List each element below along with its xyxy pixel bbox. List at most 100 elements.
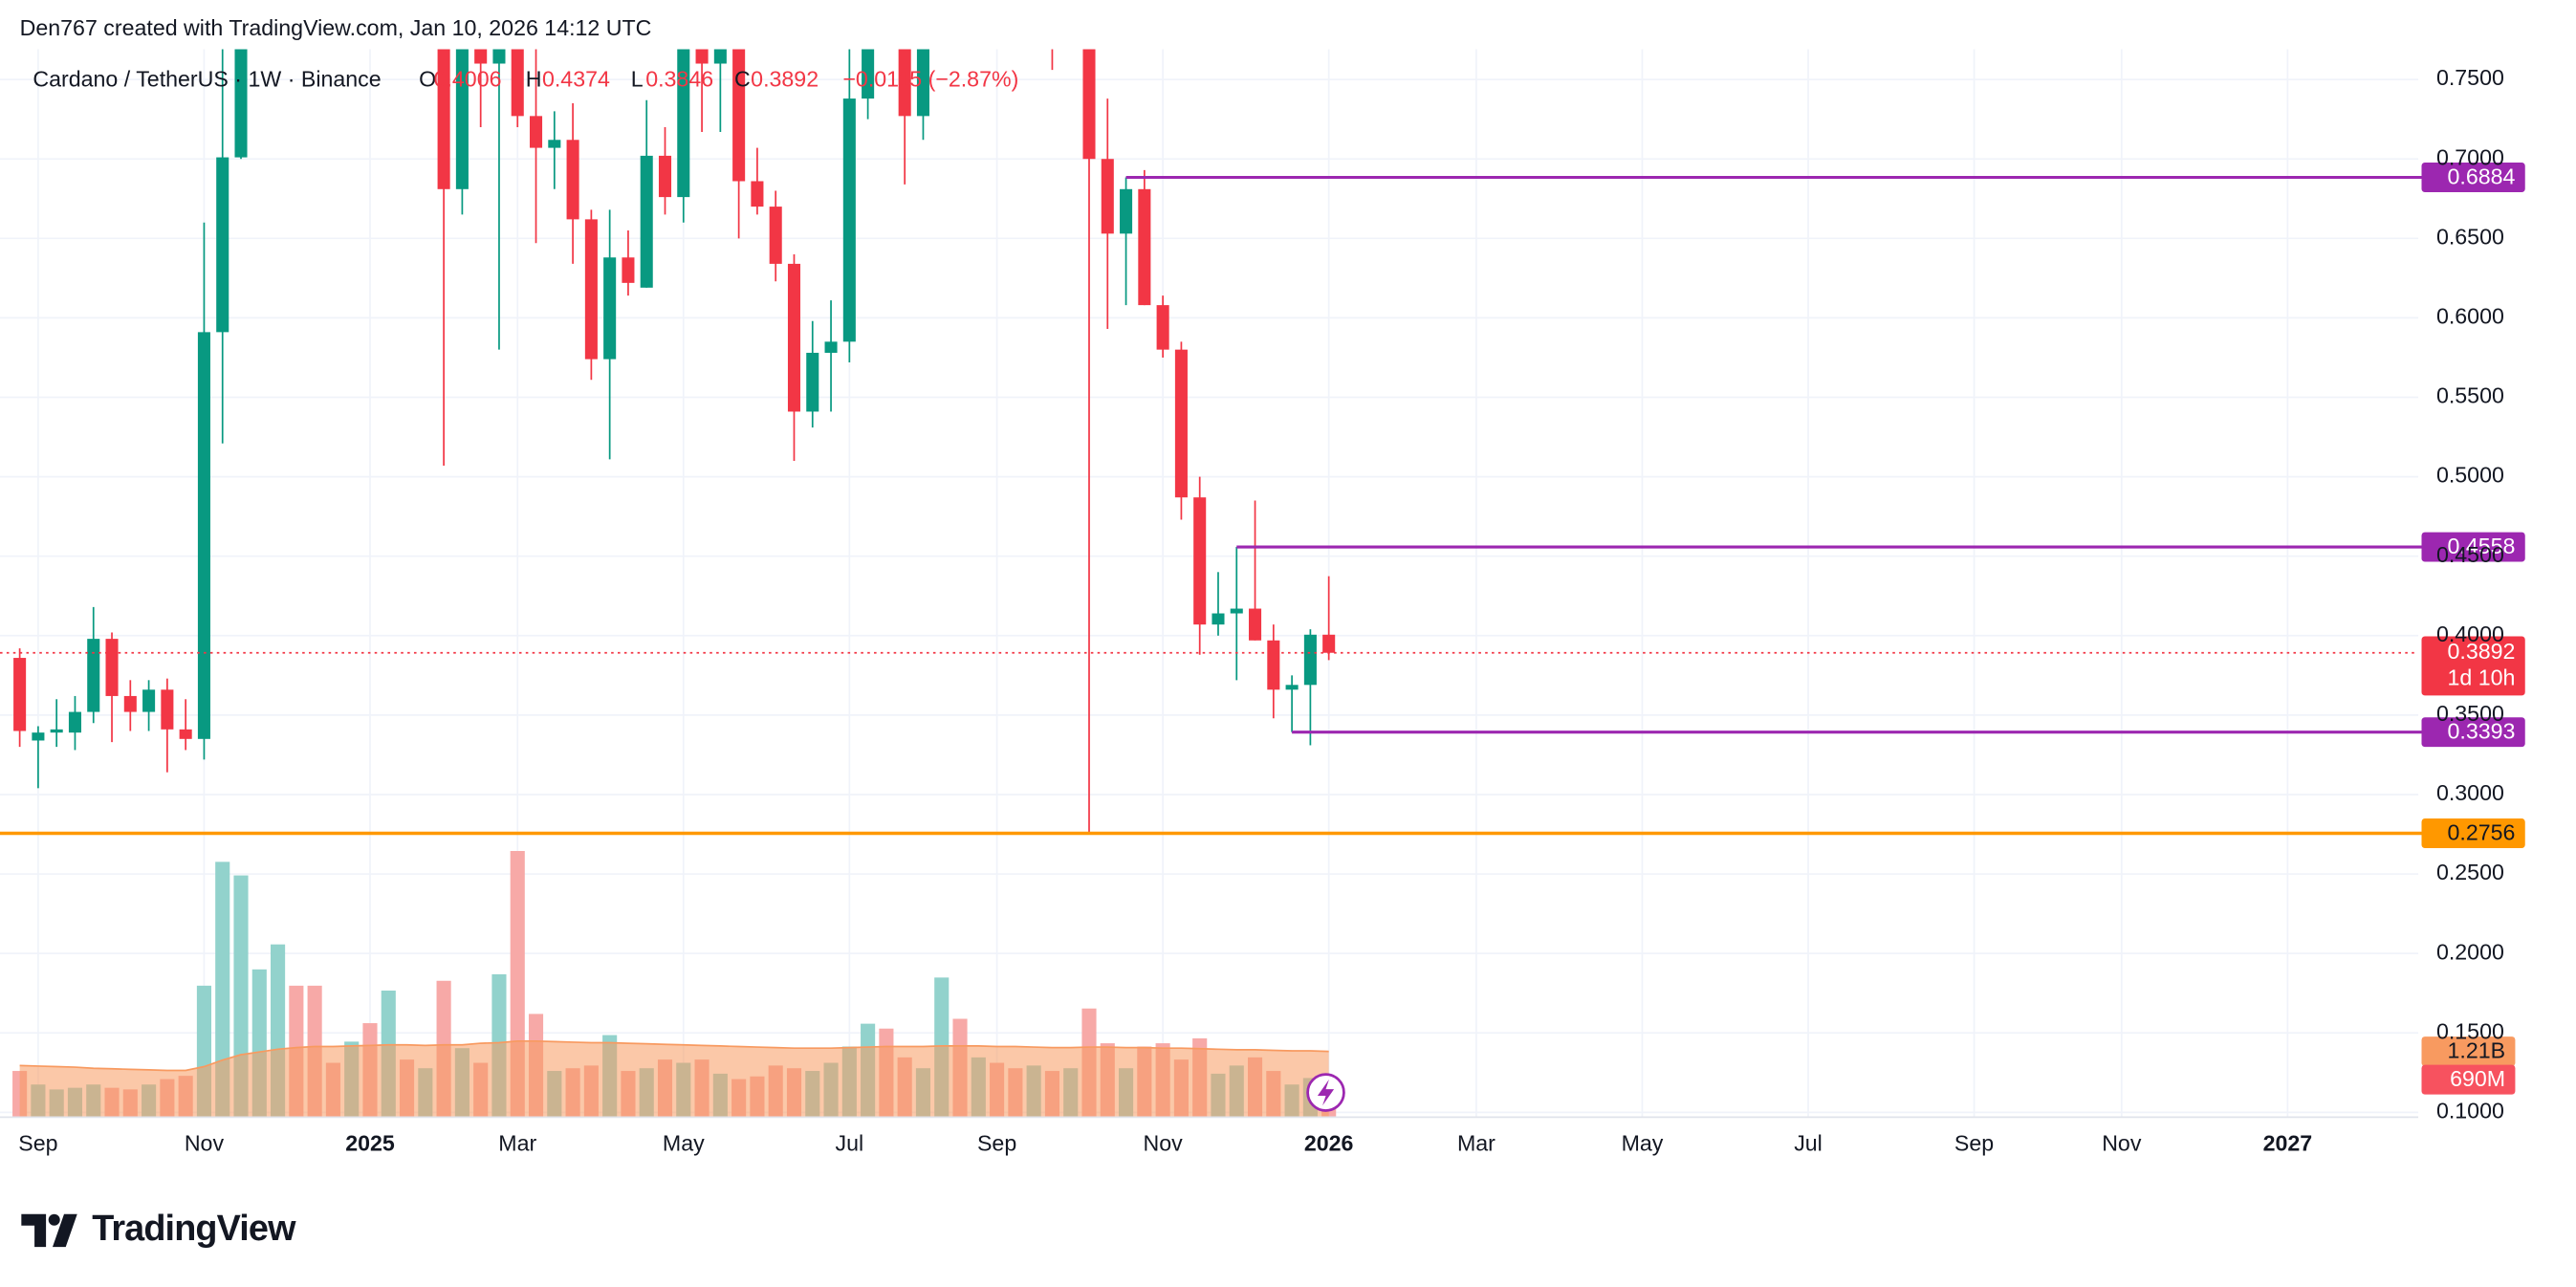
candle-body [68, 711, 81, 733]
logo: TradingView [21, 1209, 297, 1249]
level-label: 0.2756 [2448, 820, 2516, 845]
candle-body [548, 140, 561, 148]
candle-body [862, 49, 875, 99]
axes: 0.7500 0.7000 0.6500 0.6000 0.5500 0.5000 0.45… [18, 65, 2504, 1155]
candle-body [1230, 608, 1243, 614]
x-tick-label: Mar [498, 1131, 536, 1156]
x-tick-label: Nov [1144, 1131, 1184, 1156]
price-pane [13, 49, 1336, 834]
legend-key: H [526, 66, 542, 91]
candle-body [216, 157, 229, 333]
volume-badge [2421, 1064, 2516, 1095]
last-price-badge [2421, 636, 2525, 696]
level-label: 0.6884 [2448, 164, 2516, 188]
y-tick-label: 0.7500 [2436, 65, 2504, 90]
candle-body [123, 695, 137, 712]
candle-body [842, 98, 856, 342]
candle-body [658, 155, 672, 198]
last-price-label: 0.3892 [2448, 639, 2516, 664]
y-tick-label: 0.7000 [2436, 144, 2504, 169]
candle-body [898, 49, 911, 117]
legend-key: L [631, 66, 644, 91]
level-label: 0.4558 [2448, 534, 2516, 558]
candle-body [197, 332, 210, 739]
legend-value: 0.3892 [751, 66, 819, 91]
candle-body [916, 49, 929, 117]
candle-body [603, 257, 617, 360]
candle-body [824, 341, 838, 353]
level-label: 0.3393 [2448, 719, 2516, 744]
x-tick-label: Nov [185, 1131, 225, 1156]
volume-badge [2421, 1036, 2516, 1067]
alert-icon [1306, 1073, 1345, 1112]
legend-change: −0.0115 (−2.87%) [842, 66, 1018, 91]
x-tick-label: 2027 [2263, 1131, 2313, 1156]
x-tick-label: Sep [18, 1131, 57, 1156]
candle-body [1193, 497, 1207, 625]
x-tick-label: Mar [1457, 1131, 1495, 1156]
x-tick-label: Sep [1954, 1131, 1994, 1156]
attribution: Den767 created with TradingView.com, Jan… [20, 15, 652, 40]
candle-body [732, 49, 746, 182]
volume-ma-line [19, 1039, 1329, 1072]
candle-body [1249, 608, 1262, 641]
x-tick-label: May [663, 1131, 705, 1156]
candle-body [161, 689, 174, 730]
x-tick-label: 2025 [345, 1131, 395, 1156]
candle-body [677, 49, 690, 198]
x-tick-label: Jul [1794, 1131, 1823, 1156]
grid [0, 49, 2419, 1118]
legend-key: C [734, 66, 751, 91]
volume-pane [12, 850, 1337, 1118]
level-label-badge [2421, 717, 2525, 748]
candle-body [142, 689, 156, 712]
candle-body [1174, 349, 1188, 498]
x-tick-label: May [1622, 1131, 1664, 1156]
y-tick-label: 0.5000 [2436, 463, 2504, 488]
legend-value: 0.4006 [434, 66, 502, 91]
candle-body [179, 729, 192, 739]
candle-body [234, 49, 248, 158]
y-tick-label: 0.1500 [2436, 1018, 2504, 1043]
candle-body [787, 263, 801, 412]
level-label-badge [2421, 818, 2525, 848]
candle-body [32, 732, 45, 741]
candle-body [640, 155, 653, 288]
candle-body [1101, 159, 1114, 234]
candle-body [437, 49, 450, 189]
x-tick-label: Sep [977, 1131, 1016, 1156]
candle-body [1138, 188, 1151, 306]
candle-body [769, 207, 782, 264]
candle-body [713, 49, 727, 64]
y-tick-label: 0.1000 [2436, 1098, 2504, 1123]
candle-body [1322, 634, 1336, 653]
candle-body [50, 729, 63, 733]
legend-key: O [419, 66, 436, 91]
candle-body [511, 49, 524, 117]
candle-body [622, 257, 635, 283]
candle-body [455, 49, 469, 189]
candle-body [529, 116, 543, 148]
volume-ma-fill [19, 1040, 1329, 1118]
level-label-badge [2421, 163, 2525, 192]
candle-body [566, 140, 579, 220]
candle-body [13, 658, 27, 731]
y-tick-label: 0.3500 [2436, 701, 2504, 726]
y-tick-label: 0.2000 [2436, 939, 2504, 964]
candle-body [87, 639, 100, 712]
brand: TradingView [92, 1209, 296, 1249]
candle-body [584, 219, 598, 360]
volume-label: 690M [2450, 1066, 2505, 1091]
x-tick-label: 2026 [1304, 1131, 1354, 1156]
symbol-title: Cardano / TetherUS · 1W · Binance [33, 66, 381, 91]
level-label-badge [2421, 532, 2525, 562]
candle-body [695, 49, 709, 64]
y-tick-label: 0.6500 [2436, 224, 2504, 249]
candle-body [1267, 640, 1280, 690]
candle-body [1156, 305, 1169, 350]
y-tick-label: 0.4000 [2436, 622, 2504, 646]
candle-body [1082, 49, 1096, 160]
legend: Cardano / TetherUS · 1W · Binance O 0.40… [33, 66, 1018, 91]
